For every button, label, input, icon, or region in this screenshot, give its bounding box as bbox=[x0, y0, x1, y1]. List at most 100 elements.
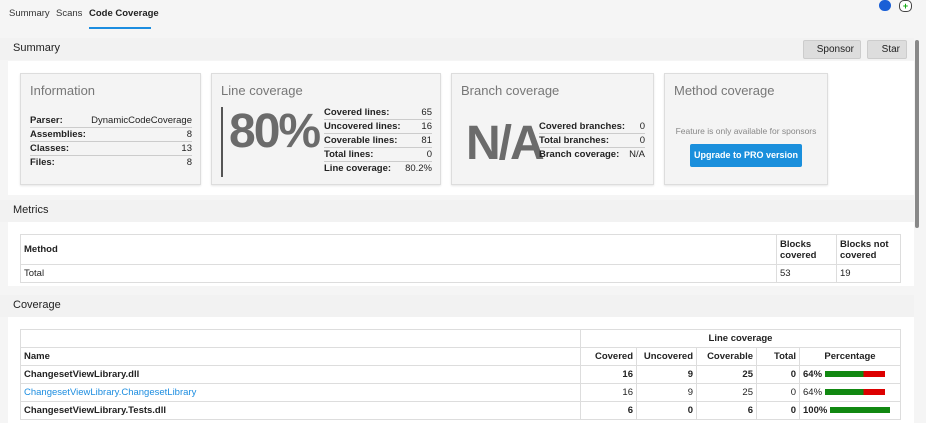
section-title: Metrics bbox=[13, 204, 49, 216]
stat-value: 0 bbox=[639, 121, 645, 132]
stat-row: Covered branches: 0 bbox=[539, 120, 645, 134]
card-title: Line coverage bbox=[221, 83, 303, 98]
cell: 25 bbox=[696, 365, 757, 384]
cell: 16 bbox=[580, 365, 637, 384]
stat-label: Branch coverage: bbox=[539, 149, 620, 160]
column-header[interactable]: Name bbox=[20, 347, 581, 366]
summary-header: Summary bbox=[0, 38, 914, 60]
stat-value: 8 bbox=[186, 129, 192, 140]
column-header[interactable]: Uncovered bbox=[636, 347, 697, 366]
chat-icon[interactable] bbox=[879, 0, 891, 11]
stat-label: Files: bbox=[30, 157, 55, 168]
stat-label: Parser: bbox=[30, 115, 63, 126]
stat-label: Classes: bbox=[30, 143, 70, 154]
stat-label: Uncovered lines: bbox=[324, 121, 401, 132]
stat-value: 16 bbox=[421, 121, 432, 132]
card-title: Method coverage bbox=[674, 83, 775, 98]
stat-row: Parser: DynamicCodeCoverage bbox=[30, 114, 192, 128]
information-card: Information Parser: DynamicCodeCoverage As… bbox=[20, 73, 201, 185]
group-header: Line coverage bbox=[580, 329, 901, 348]
percentage: 64% bbox=[803, 369, 823, 380]
stat-row: Branch coverage: N/A bbox=[539, 148, 645, 162]
cell: 6 bbox=[696, 401, 757, 420]
stat-row: Uncovered lines: 16 bbox=[324, 120, 432, 134]
stat-label: Coverable lines: bbox=[324, 135, 398, 146]
cell: Total bbox=[20, 264, 777, 283]
card-title: Information bbox=[30, 83, 96, 98]
scrollbar[interactable] bbox=[915, 40, 919, 228]
assembly-name: ChangesetViewLibrary.Tests.dll bbox=[20, 401, 581, 420]
sponsor-note: Feature is only available for sponsors bbox=[675, 126, 817, 136]
column-header[interactable]: Total bbox=[756, 347, 800, 366]
table-row: ChangesetViewLibrary.dll 16 9 25 0 64% bbox=[20, 365, 901, 384]
percentage: 64% bbox=[803, 387, 823, 398]
tab-summary[interactable]: Summary bbox=[9, 8, 50, 19]
stat-row: Total lines: 0 bbox=[324, 148, 432, 162]
stat-row: Line coverage: 80.2% bbox=[324, 162, 432, 176]
stat-row: Assemblies: 8 bbox=[30, 128, 192, 142]
table-row: Total 53 19 bbox=[20, 264, 901, 283]
tab-scans[interactable]: Scans bbox=[56, 8, 83, 19]
stat-label: Covered branches: bbox=[539, 121, 626, 132]
coverage-bar bbox=[825, 389, 886, 396]
line-coverage-percent: 80% bbox=[229, 105, 321, 158]
cell: 0 bbox=[756, 401, 800, 420]
cell: 25 bbox=[696, 383, 757, 402]
table-row: ChangesetViewLibrary.ChangesetLibrary 16… bbox=[20, 383, 901, 402]
stat-value: DynamicCodeCoverage bbox=[91, 115, 192, 126]
branch-coverage-card: Branch coverage N/A Covered branches: 0 To… bbox=[451, 73, 654, 185]
stat-value: 8 bbox=[186, 157, 192, 168]
column-header[interactable]: Percentage bbox=[799, 347, 901, 366]
stat-value: N/A bbox=[629, 149, 645, 160]
stat-value: 81 bbox=[421, 135, 432, 146]
cell: 9 bbox=[636, 365, 697, 384]
cell: 19 bbox=[836, 264, 901, 283]
stat-value: 13 bbox=[181, 143, 192, 154]
coverage-bar bbox=[825, 371, 886, 378]
cell: 53 bbox=[776, 264, 837, 283]
stat-value: 0 bbox=[639, 135, 645, 146]
class-link[interactable]: ChangesetViewLibrary.ChangesetLibrary bbox=[20, 383, 581, 402]
stat-label: Line coverage: bbox=[324, 163, 392, 174]
stat-row: Files: 8 bbox=[30, 156, 192, 170]
stat-row: Total branches: 0 bbox=[539, 134, 645, 148]
stat-label: Total branches: bbox=[539, 135, 610, 146]
cell: 6 bbox=[580, 401, 637, 420]
cell: 0 bbox=[756, 365, 800, 384]
cell: 0 bbox=[756, 383, 800, 402]
stat-value: 65 bbox=[421, 107, 432, 118]
stat-row: Classes: 13 bbox=[30, 142, 192, 156]
cell: 9 bbox=[636, 383, 697, 402]
upgrade-button[interactable]: Upgrade to PRO version bbox=[690, 144, 802, 167]
metrics-header: Metrics bbox=[0, 200, 914, 222]
metrics-table: Method Blocks covered Blocks not covered T… bbox=[20, 234, 901, 283]
column-header: Blocks not covered bbox=[836, 234, 901, 265]
line-coverage-card: Line coverage 80% Covered lines: 65 Uncove… bbox=[211, 73, 441, 185]
coverage-header: Coverage bbox=[0, 295, 914, 317]
branch-coverage-value: N/A bbox=[466, 117, 545, 170]
stat-value: 80.2% bbox=[405, 163, 432, 174]
coverage-table: Line coverage Name Covered Uncovered Cov… bbox=[20, 329, 901, 420]
add-comment-icon[interactable]: + bbox=[899, 0, 912, 12]
stat-value: 0 bbox=[426, 149, 432, 160]
column-header: Method bbox=[20, 234, 777, 265]
coverage-bar bbox=[830, 407, 891, 414]
column-header[interactable]: Covered bbox=[580, 347, 637, 366]
cell: 0 bbox=[636, 401, 697, 420]
stat-row: Coverable lines: 81 bbox=[324, 134, 432, 148]
percentage: 100% bbox=[803, 405, 828, 416]
column-header[interactable]: Coverable bbox=[696, 347, 757, 366]
sponsor-button[interactable]: Sponsor bbox=[803, 40, 861, 59]
assembly-name: ChangesetViewLibrary.dll bbox=[20, 365, 581, 384]
divider bbox=[221, 107, 223, 177]
tab-code-coverage[interactable]: Code Coverage bbox=[89, 8, 159, 19]
stat-label: Assemblies: bbox=[30, 129, 86, 140]
stat-label: Total lines: bbox=[324, 149, 374, 160]
section-title: Coverage bbox=[13, 299, 61, 311]
stat-label: Covered lines: bbox=[324, 107, 390, 118]
card-title: Branch coverage bbox=[461, 83, 560, 98]
stat-row: Covered lines: 65 bbox=[324, 106, 432, 120]
method-coverage-card: Method coverage Feature is only availabl… bbox=[664, 73, 828, 185]
section-title: Summary bbox=[13, 42, 61, 54]
star-button[interactable]: Star bbox=[867, 40, 907, 59]
